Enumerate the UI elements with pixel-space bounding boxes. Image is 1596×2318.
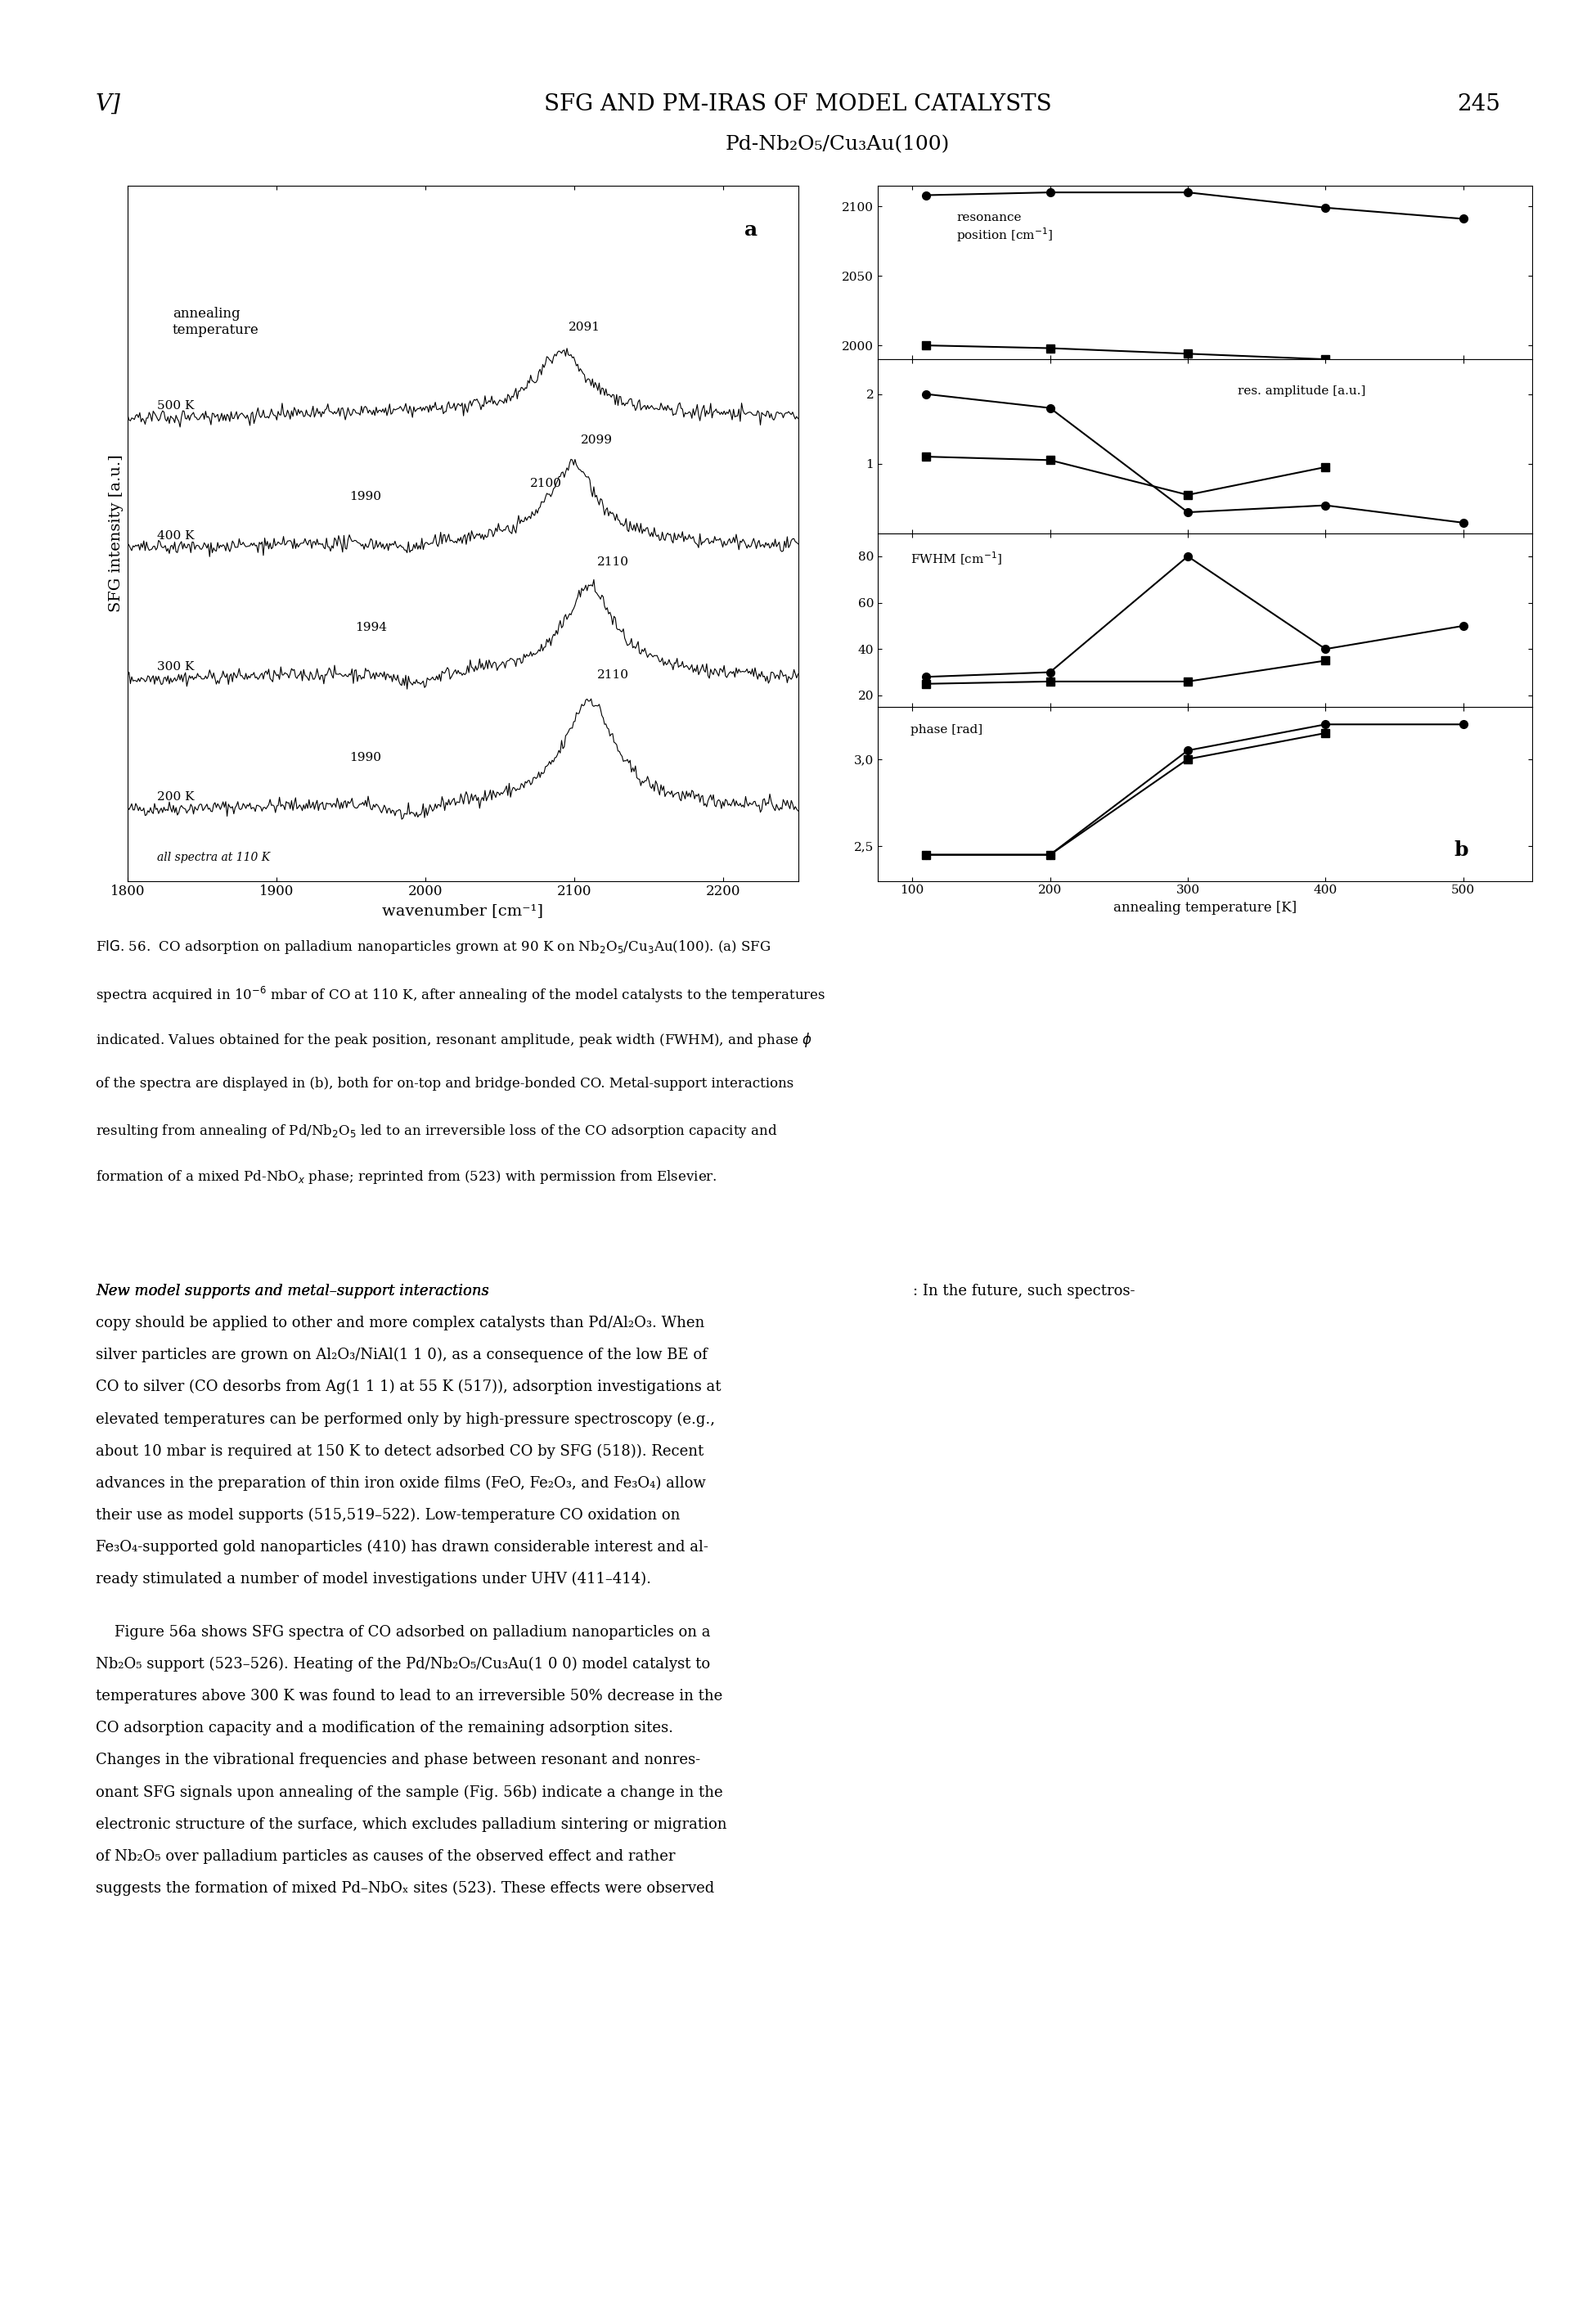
- Text: V]: V]: [96, 93, 121, 116]
- Text: resulting from annealing of Pd/Nb$_2$O$_5$ led to an irreversible loss of the CO: resulting from annealing of Pd/Nb$_2$O$_…: [96, 1122, 777, 1140]
- Text: resonance
position [cm$^{-1}$]: resonance position [cm$^{-1}$]: [956, 211, 1053, 243]
- Text: all spectra at 110 K: all spectra at 110 K: [158, 853, 270, 865]
- Text: advances in the preparation of thin iron oxide films (FeO, Fe₂O₃, and Fe₃O₄) all: advances in the preparation of thin iron…: [96, 1477, 705, 1490]
- Text: suggests the formation of mixed Pd–NbOₓ sites (523). These effects were observed: suggests the formation of mixed Pd–NbOₓ …: [96, 1880, 715, 1896]
- Text: ready stimulated a number of model investigations under UHV (411–414).: ready stimulated a number of model inves…: [96, 1572, 651, 1586]
- Text: New model supports and metal–support interactions: New model supports and metal–support int…: [96, 1284, 488, 1298]
- Text: : In the future, such spectros-: : In the future, such spectros-: [913, 1284, 1135, 1298]
- Text: Pd-Nb₂O₅/Cu₃Au(100): Pd-Nb₂O₅/Cu₃Au(100): [726, 134, 950, 155]
- Text: formation of a mixed Pd-NbO$_x$ phase; reprinted from (523) with permission from: formation of a mixed Pd-NbO$_x$ phase; r…: [96, 1168, 717, 1184]
- Text: CO adsorption capacity and a modification of the remaining adsorption sites.: CO adsorption capacity and a modificatio…: [96, 1720, 674, 1736]
- Text: res. amplitude [a.u.]: res. amplitude [a.u.]: [1238, 385, 1366, 396]
- Text: 500 K: 500 K: [158, 401, 195, 413]
- Text: of the spectra are displayed in (b), both for on-top and bridge-bonded CO. Metal: of the spectra are displayed in (b), bot…: [96, 1076, 793, 1089]
- Text: 2091: 2091: [568, 322, 600, 334]
- X-axis label: annealing temperature [K]: annealing temperature [K]: [1114, 902, 1296, 916]
- Text: 200 K: 200 K: [158, 790, 195, 802]
- Text: CO to silver (CO desorbs from Ag(1 1 1) at 55 K (517)), adsorption investigation: CO to silver (CO desorbs from Ag(1 1 1) …: [96, 1379, 721, 1395]
- Text: SFG AND PM-IRAS OF MODEL CATALYSTS: SFG AND PM-IRAS OF MODEL CATALYSTS: [544, 93, 1052, 116]
- Text: New model supports and metal–support interactions: In the future, such spectros-: New model supports and metal–support int…: [96, 1284, 721, 1453]
- Text: of Nb₂O₅ over palladium particles as causes of the observed effect and rather: of Nb₂O₅ over palladium particles as cau…: [96, 1850, 675, 1864]
- Text: New model supports and metal–support interactions: New model supports and metal–support int…: [96, 1284, 488, 1298]
- Text: b: b: [1454, 841, 1468, 860]
- Text: 245: 245: [1457, 93, 1500, 116]
- Text: 1994: 1994: [354, 621, 386, 633]
- Text: their use as model supports (515,519–522). Low-temperature CO oxidation on: their use as model supports (515,519–522…: [96, 1507, 680, 1523]
- Text: 2110: 2110: [597, 670, 629, 681]
- Text: Nb₂O₅ support (523–526). Heating of the Pd/Nb₂O₅/Cu₃Au(1 0 0) model catalyst to: Nb₂O₅ support (523–526). Heating of the …: [96, 1657, 710, 1671]
- Text: 400 K: 400 K: [158, 531, 195, 542]
- Text: 2110: 2110: [597, 556, 629, 568]
- Text: F$\rm{IG}$. 56.  CO adsorption on palladium nanoparticles grown at 90 K on Nb$_2: F$\rm{IG}$. 56. CO adsorption on palladi…: [96, 939, 771, 955]
- Text: 1990: 1990: [350, 751, 381, 763]
- Text: phase [rad]: phase [rad]: [911, 723, 983, 735]
- Text: 2100: 2100: [530, 478, 562, 489]
- Text: New model supports and metal–support interactions: In the future, such spectros-: New model supports and metal–support int…: [96, 1284, 729, 1453]
- Text: 1990: 1990: [350, 491, 381, 503]
- Text: New model supports and metal–support interactions: New model supports and metal–support int…: [96, 1284, 488, 1298]
- Text: annealing
temperature: annealing temperature: [172, 308, 259, 336]
- Text: elevated temperatures can be performed only by high-pressure spectroscopy (e.g.,: elevated temperatures can be performed o…: [96, 1412, 715, 1426]
- Text: temperatures above 300 K was found to lead to an irreversible 50% decrease in th: temperatures above 300 K was found to le…: [96, 1690, 723, 1704]
- Text: about 10 mbar is required at 150 K to detect adsorbed CO by SFG (518)). Recent: about 10 mbar is required at 150 K to de…: [96, 1444, 704, 1458]
- Text: Fe₃O₄-supported gold nanoparticles (410) has drawn considerable interest and al-: Fe₃O₄-supported gold nanoparticles (410)…: [96, 1539, 709, 1555]
- X-axis label: wavenumber [cm⁻¹]: wavenumber [cm⁻¹]: [383, 904, 543, 918]
- Text: Changes in the vibrational frequencies and phase between resonant and nonres-: Changes in the vibrational frequencies a…: [96, 1752, 701, 1769]
- Text: New model supports and metal–support interactions: In the future, such spectros-: New model supports and metal–support int…: [96, 1284, 712, 1298]
- Text: electronic structure of the surface, which excludes palladium sintering or migra: electronic structure of the surface, whi…: [96, 1817, 726, 1831]
- Text: Figure 56a shows SFG spectra of CO adsorbed on palladium nanoparticles on a: Figure 56a shows SFG spectra of CO adsor…: [96, 1625, 710, 1639]
- Text: a: a: [744, 220, 758, 239]
- Y-axis label: SFG intensity [a.u.]: SFG intensity [a.u.]: [109, 454, 123, 612]
- Text: onant SFG signals upon annealing of the sample (Fig. 56b) indicate a change in t: onant SFG signals upon annealing of the …: [96, 1785, 723, 1799]
- Text: silver particles are grown on Al₂O₃/NiAl(1 1 0), as a consequence of the low BE : silver particles are grown on Al₂O₃/NiAl…: [96, 1347, 707, 1363]
- Text: spectra acquired in 10$^{-6}$ mbar of CO at 110 K, after annealing of the model : spectra acquired in 10$^{-6}$ mbar of CO…: [96, 985, 825, 1004]
- Text: 2099: 2099: [581, 436, 613, 445]
- Text: FWHM [cm$^{-1}$]: FWHM [cm$^{-1}$]: [911, 552, 1002, 568]
- Text: indicated. Values obtained for the peak position, resonant amplitude, peak width: indicated. Values obtained for the peak …: [96, 1032, 812, 1048]
- Text: copy should be applied to other and more complex catalysts than Pd/Al₂O₃. When: copy should be applied to other and more…: [96, 1317, 704, 1331]
- Text: 300 K: 300 K: [158, 661, 195, 672]
